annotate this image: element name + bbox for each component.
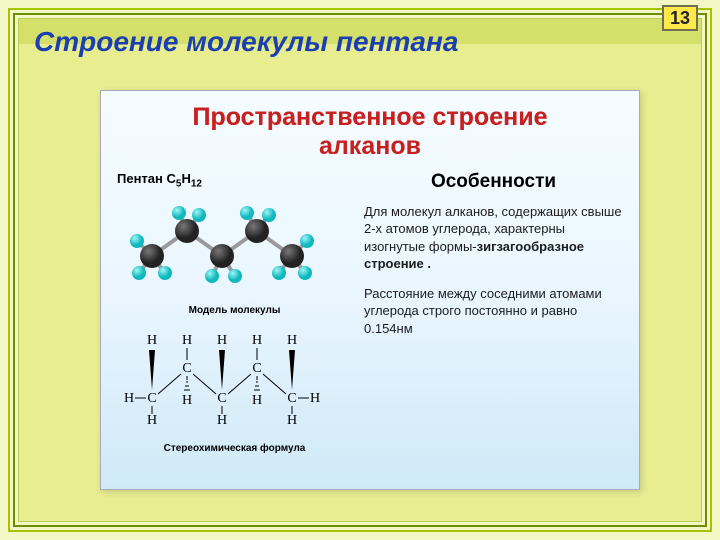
svg-text:H: H [252, 333, 262, 348]
card-title-line1: Пространственное строение [193, 103, 548, 131]
page-number-badge: 13 [662, 5, 698, 31]
left-column: Пентан C5H12 [117, 171, 352, 463]
svg-text:C: C [287, 391, 296, 406]
svg-text:C: C [182, 361, 191, 376]
svg-text:C: C [147, 391, 156, 406]
molecule-3d-model [117, 191, 352, 301]
card-title-line2: алканов [319, 132, 421, 160]
svg-text:H: H [310, 391, 320, 406]
slide-title: Строение молекулы пентана [34, 26, 458, 58]
paragraph-2: Расстояние между соседними атомами углер… [364, 285, 623, 338]
svg-text:H: H [147, 333, 157, 348]
right-column: Особенности Для молекул алканов, содержа… [364, 171, 623, 463]
features-subtitle: Особенности [364, 171, 623, 193]
model-caption: Модель молекулы [117, 305, 352, 316]
molecule-formula-label: Пентан C5H12 [117, 171, 352, 190]
svg-text:H: H [287, 413, 297, 428]
svg-text:H: H [124, 391, 134, 406]
svg-text:C: C [252, 361, 261, 376]
card-title: Пространственное строение алканов [117, 103, 623, 161]
stereo-caption: Стереохимическая формула [117, 443, 352, 454]
svg-text:C: C [217, 391, 226, 406]
svg-text:H: H [147, 413, 157, 428]
svg-text:H: H [252, 393, 262, 408]
svg-text:H: H [287, 333, 297, 348]
stereochemical-formula: C C C C C H H H [117, 324, 352, 439]
svg-text:H: H [217, 333, 227, 348]
svg-text:H: H [217, 413, 227, 428]
svg-text:H: H [182, 333, 192, 348]
paragraph-1: Для молекул алканов, содержащих свыше 2-… [364, 203, 623, 273]
content-card: Пространственное строение алканов Пентан… [100, 90, 640, 490]
svg-text:H: H [182, 393, 192, 408]
